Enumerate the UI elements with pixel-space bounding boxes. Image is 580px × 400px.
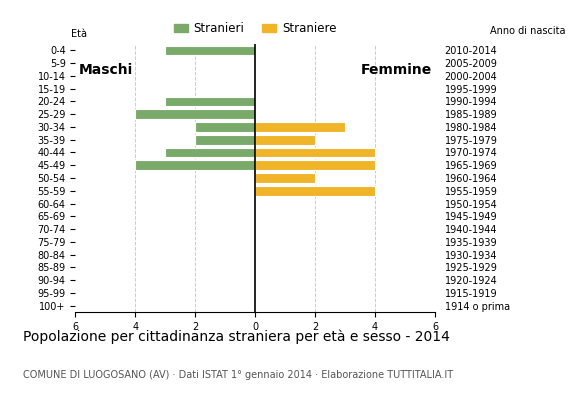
Bar xyxy=(255,148,375,157)
Bar xyxy=(195,122,255,132)
Bar xyxy=(255,160,375,170)
Text: Popolazione per cittadinanza straniera per età e sesso - 2014: Popolazione per cittadinanza straniera p… xyxy=(23,330,450,344)
Bar xyxy=(135,160,255,170)
Bar xyxy=(255,186,375,196)
Bar xyxy=(165,46,255,55)
Text: Femmine: Femmine xyxy=(361,62,432,76)
Bar xyxy=(135,110,255,119)
Text: Anno di nascita: Anno di nascita xyxy=(490,26,566,36)
Legend: Stranieri, Straniere: Stranieri, Straniere xyxy=(169,18,342,40)
Text: Maschi: Maschi xyxy=(78,62,133,76)
Bar xyxy=(255,135,315,144)
Bar xyxy=(255,122,345,132)
Text: Età: Età xyxy=(71,29,87,39)
Bar xyxy=(165,97,255,106)
Text: COMUNE DI LUOGOSANO (AV) · Dati ISTAT 1° gennaio 2014 · Elaborazione TUTTITALIA.: COMUNE DI LUOGOSANO (AV) · Dati ISTAT 1°… xyxy=(23,370,454,380)
Bar xyxy=(165,148,255,157)
Bar xyxy=(195,135,255,144)
Bar xyxy=(255,173,315,183)
